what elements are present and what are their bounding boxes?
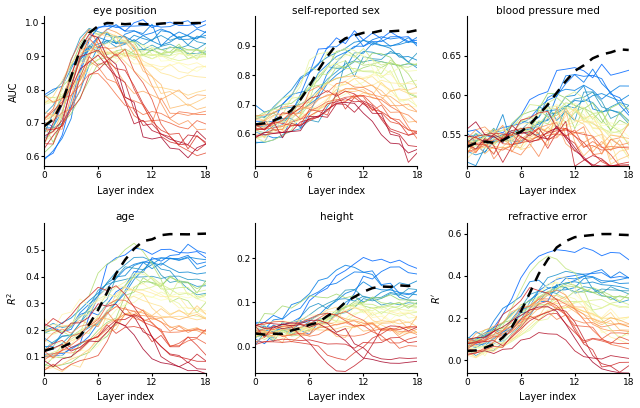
X-axis label: Layer index: Layer index xyxy=(97,392,154,402)
X-axis label: Layer index: Layer index xyxy=(519,186,577,196)
Title: self-reported sex: self-reported sex xyxy=(292,6,380,16)
Title: height: height xyxy=(320,212,353,222)
Title: eye position: eye position xyxy=(93,6,157,16)
Y-axis label: AUC: AUC xyxy=(10,81,19,102)
Title: age: age xyxy=(115,212,135,222)
Title: blood pressure med: blood pressure med xyxy=(496,6,600,16)
X-axis label: Layer index: Layer index xyxy=(97,186,154,196)
Title: refractive error: refractive error xyxy=(508,212,588,222)
X-axis label: Layer index: Layer index xyxy=(308,392,365,402)
Y-axis label: $R^2$: $R^2$ xyxy=(6,292,19,305)
X-axis label: Layer index: Layer index xyxy=(519,392,577,402)
X-axis label: Layer index: Layer index xyxy=(308,186,365,196)
Y-axis label: $R'$: $R'$ xyxy=(430,293,442,304)
